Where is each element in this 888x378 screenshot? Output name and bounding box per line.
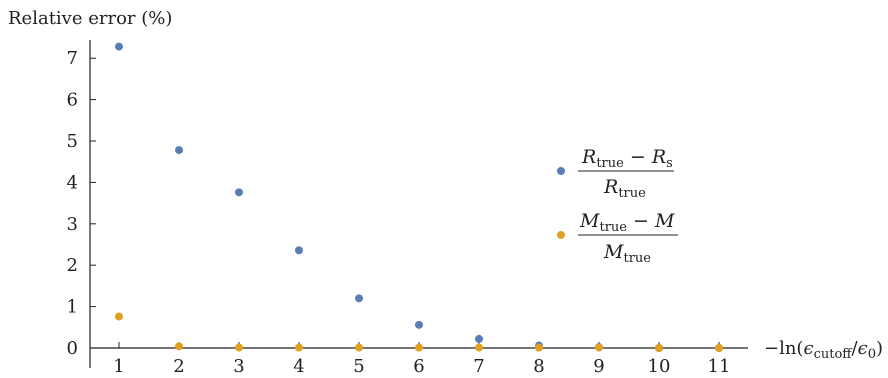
point-m-series [235,343,243,352]
legend-entry-m: Mtrue − M Mtrue [557,210,678,266]
legend-m-minus: − [627,210,655,232]
point-m-series [715,344,723,352]
x-axis-title-num-sub: cutoff [814,347,854,362]
legend-r-num-b-sub: s [666,156,673,171]
legend-m-num-a-sub: true [599,220,627,235]
point-m-series [115,312,123,321]
point-r-series [175,146,183,155]
x-axis-title-den-symbol: ϵ [858,338,868,359]
x-axis-title-prefix: −ln( [764,338,803,359]
legend-marker-r [557,167,565,175]
legend-r-den-sub: true [618,186,646,201]
x-tick-label: 4 [293,356,304,377]
y-tick-label: 5 [67,131,78,152]
y-tick-label: 3 [67,214,78,235]
legend-r-num-a: R [581,146,596,168]
point-r-series [475,334,483,343]
y-axis-title: Relative error (%) [8,8,172,29]
point-m-series [355,343,363,352]
x-tick-label: 10 [648,356,671,377]
point-r-series [235,188,243,197]
x-axis-title: −ln(ϵcutoff/ϵ0) [764,338,883,362]
y-tick-label: 2 [67,255,78,276]
x-tick-label: 8 [533,356,544,377]
point-m-series [655,344,663,352]
legend-r-num-a-sub: true [596,156,624,171]
x-axis-title-suffix: ) [876,338,883,359]
x-tick-label: 5 [353,356,364,377]
point-m-series [535,343,543,352]
x-tick-label: 6 [413,356,424,377]
legend-r-numerator: Rtrue − Rs [581,146,673,171]
x-axis-title-den-sub: 0 [868,347,876,362]
legend-r-minus: − [624,146,652,168]
y-ticks: 0 1 2 3 4 5 6 7 [67,48,96,359]
legend-entry-r: Rtrue − Rs Rtrue [557,146,674,201]
legend-m-num-b: M [654,210,675,232]
x-tick-label: 2 [173,356,184,377]
legend-r-den: R [603,176,618,198]
legend-m-num-a: M [579,210,600,232]
point-m-series [295,343,303,352]
legend-m-numerator: Mtrue − M [579,210,675,235]
legend-m-den: M [603,241,624,263]
x-tick-label: 9 [593,356,604,377]
point-m-series [475,343,483,352]
x-tick-label: 1 [113,356,124,377]
x-tick-label: 7 [473,356,484,377]
point-r-series [415,320,423,329]
legend-marker-m [557,231,565,239]
legend-r-num-b: R [651,146,666,168]
y-tick-label: 6 [67,90,78,111]
y-tick-label: 7 [67,48,78,69]
x-axis-title-slash: / [852,338,859,359]
x-axis-title-num-symbol: ϵ [803,338,813,359]
y-tick-label: 4 [67,172,78,193]
point-r-series [115,42,123,51]
point-m-series [415,343,423,352]
legend-r-denominator: Rtrue [603,176,646,201]
legend-m-den-sub: true [623,251,651,266]
point-r-series [355,294,363,303]
y-tick-label: 1 [67,297,78,318]
data-points [115,42,723,352]
point-m-series [175,342,183,351]
x-tick-label: 3 [233,356,244,377]
y-tick-label: 0 [67,338,78,359]
point-m-series [595,343,603,352]
legend-m-denominator: Mtrue [603,241,651,266]
point-r-series [295,246,303,255]
x-tick-label: 11 [708,356,731,377]
